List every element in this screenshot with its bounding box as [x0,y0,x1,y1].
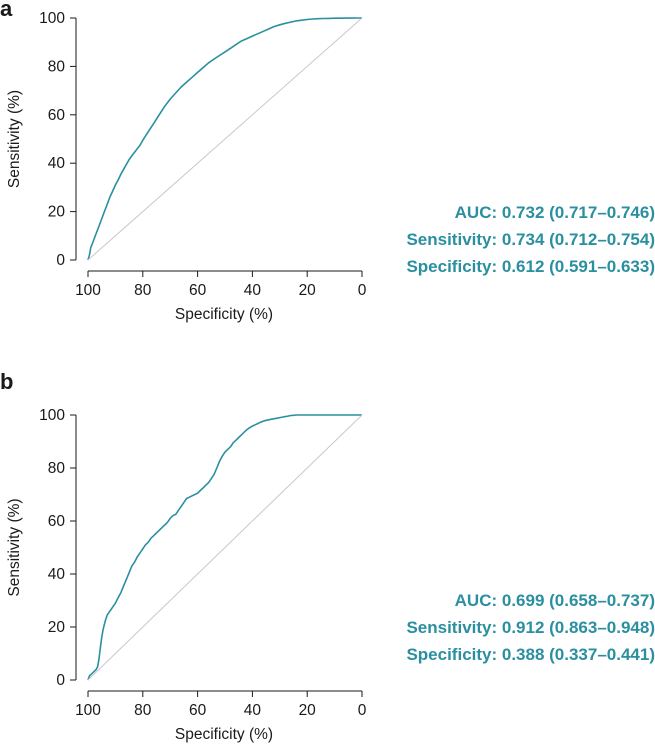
auc-text-a: AUC: 0.732 (0.717–0.746) [454,203,655,222]
stats-block-a: AUC: 0.732 (0.717–0.746) Sensitivity: 0.… [406,199,655,280]
y-tick-label: 80 [48,460,66,477]
x-tick-label: 80 [134,282,152,299]
y-axis-title: Sensitivity (%) [6,90,23,188]
y-tick-label: 40 [48,566,66,583]
sensitivity-text-a: Sensitivity: 0.734 (0.712–0.754) [406,230,655,249]
x-tick-label: 0 [358,282,367,299]
y-axis-title: Sensitivity (%) [6,498,23,596]
roc-curve [87,414,362,681]
chance-diagonal-line [87,17,363,261]
y-tick-label: 40 [48,155,66,172]
x-tick-label: 100 [75,282,101,299]
specificity-text-b: Specificity: 0.388 (0.337–0.441) [406,645,655,664]
x-tick-label: 40 [244,282,262,299]
y-tick-label: 20 [48,204,66,221]
x-tick-label: 40 [244,702,262,719]
y-tick-label: 60 [48,107,66,124]
x-tick-label: 20 [299,282,317,299]
x-tick-label: 100 [75,702,101,719]
x-tick-label: 80 [134,702,152,719]
x-tick-label: 60 [189,702,207,719]
y-tick-label: 80 [48,58,66,75]
y-tick-label: 20 [48,619,66,636]
roc-plot-b: 0 20 40 60 80 100 100 80 60 40 20 0 Specificity (%) S… [6,407,367,743]
sensitivity-text-b: Sensitivity: 0.912 (0.863–0.948) [406,618,655,637]
panel-b: b 0 20 40 60 80 100 100 80 60 40 20 0 Specificity (%… [0,369,655,751]
x-tick-label: 20 [299,702,317,719]
auc-text-b: AUC: 0.699 (0.658–0.737) [454,591,655,610]
roc-curve [87,17,362,261]
x-axis-title: Specificity (%) [175,306,273,323]
panel-a: a 0 20 40 60 80 100 100 80 60 40 20 0 Specificity (%… [0,0,655,375]
y-tick-label: 100 [39,10,65,27]
chance-diagonal-line [87,414,363,681]
x-tick-label: 60 [189,282,207,299]
stats-block-b: AUC: 0.699 (0.658–0.737) Sensitivity: 0.… [406,587,655,668]
roc-plot-a: 0 20 40 60 80 100 100 80 60 40 20 0 Specificity (%) S… [6,10,367,323]
y-tick-label: 0 [56,252,65,269]
y-tick-label: 100 [39,407,65,424]
y-tick-label: 60 [48,513,66,530]
y-tick-label: 0 [56,672,65,689]
specificity-text-a: Specificity: 0.612 (0.591–0.633) [406,257,655,276]
panel-a-letter: a [0,0,13,21]
x-axis-title: Specificity (%) [175,726,273,743]
panel-b-letter: b [0,369,14,394]
x-tick-label: 0 [358,702,367,719]
